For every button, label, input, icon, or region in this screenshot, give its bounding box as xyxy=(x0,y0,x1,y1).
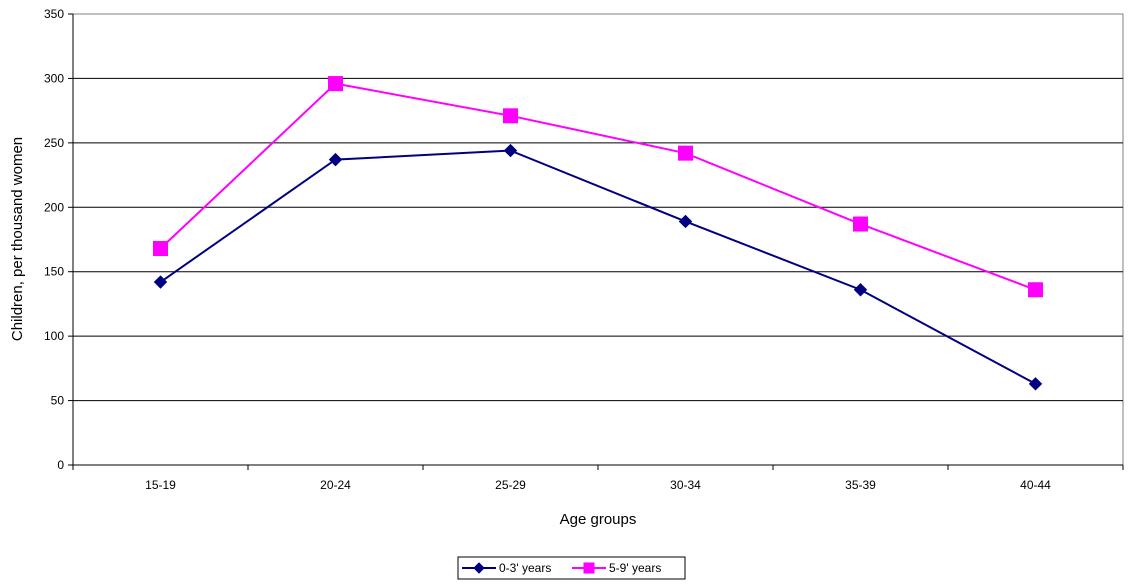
y-axis-title: Children, per thousand women xyxy=(9,137,26,341)
data-point xyxy=(678,214,693,229)
y-tick-label: 200 xyxy=(44,200,64,214)
data-point xyxy=(678,145,693,161)
legend-marker xyxy=(583,562,595,574)
legend-label: 0-3' years xyxy=(499,561,551,575)
x-tick-label: 40-44 xyxy=(1020,478,1051,492)
x-tick-label: 35-39 xyxy=(845,478,876,492)
data-point xyxy=(503,108,518,124)
data-point xyxy=(853,283,868,297)
series-2 xyxy=(153,76,1043,298)
gridlines xyxy=(73,77,1123,402)
y-tick-label: 150 xyxy=(44,265,64,279)
x-tick-label: 15-19 xyxy=(145,478,176,492)
data-point xyxy=(1028,282,1043,298)
axes: 0 50 100 150 200 250 300 350 15-19 20-24 25-29 30-3… xyxy=(44,7,1124,492)
series-group xyxy=(153,76,1043,391)
y-tick-label: 300 xyxy=(44,71,64,85)
series-1 xyxy=(153,143,1043,391)
x-tick-label: 20-24 xyxy=(320,478,351,492)
x-tick-label: 30-34 xyxy=(670,478,701,492)
legend-marker xyxy=(473,562,485,574)
legend-label: 5-9' years xyxy=(609,561,661,575)
y-tick-label: 0 xyxy=(57,458,64,472)
legend-box xyxy=(457,556,686,580)
data-point xyxy=(328,152,343,167)
data-point xyxy=(853,216,868,232)
data-point xyxy=(153,241,168,257)
y-tick-label: 100 xyxy=(44,329,64,343)
plot-area xyxy=(72,13,1124,466)
data-point xyxy=(328,76,343,92)
x-axis-title: Age groups xyxy=(560,511,637,528)
series-line xyxy=(159,149,1036,385)
data-point xyxy=(1028,377,1043,391)
x-tick-label: 25-29 xyxy=(495,478,526,492)
series-line xyxy=(159,82,1036,291)
y-tick-label: 50 xyxy=(51,394,65,408)
data-point xyxy=(503,143,518,158)
data-point xyxy=(153,275,168,289)
y-tick-label: 350 xyxy=(44,7,64,21)
y-tick-label: 250 xyxy=(44,136,64,150)
legend: 0-3' years 5-9' years xyxy=(457,556,686,580)
